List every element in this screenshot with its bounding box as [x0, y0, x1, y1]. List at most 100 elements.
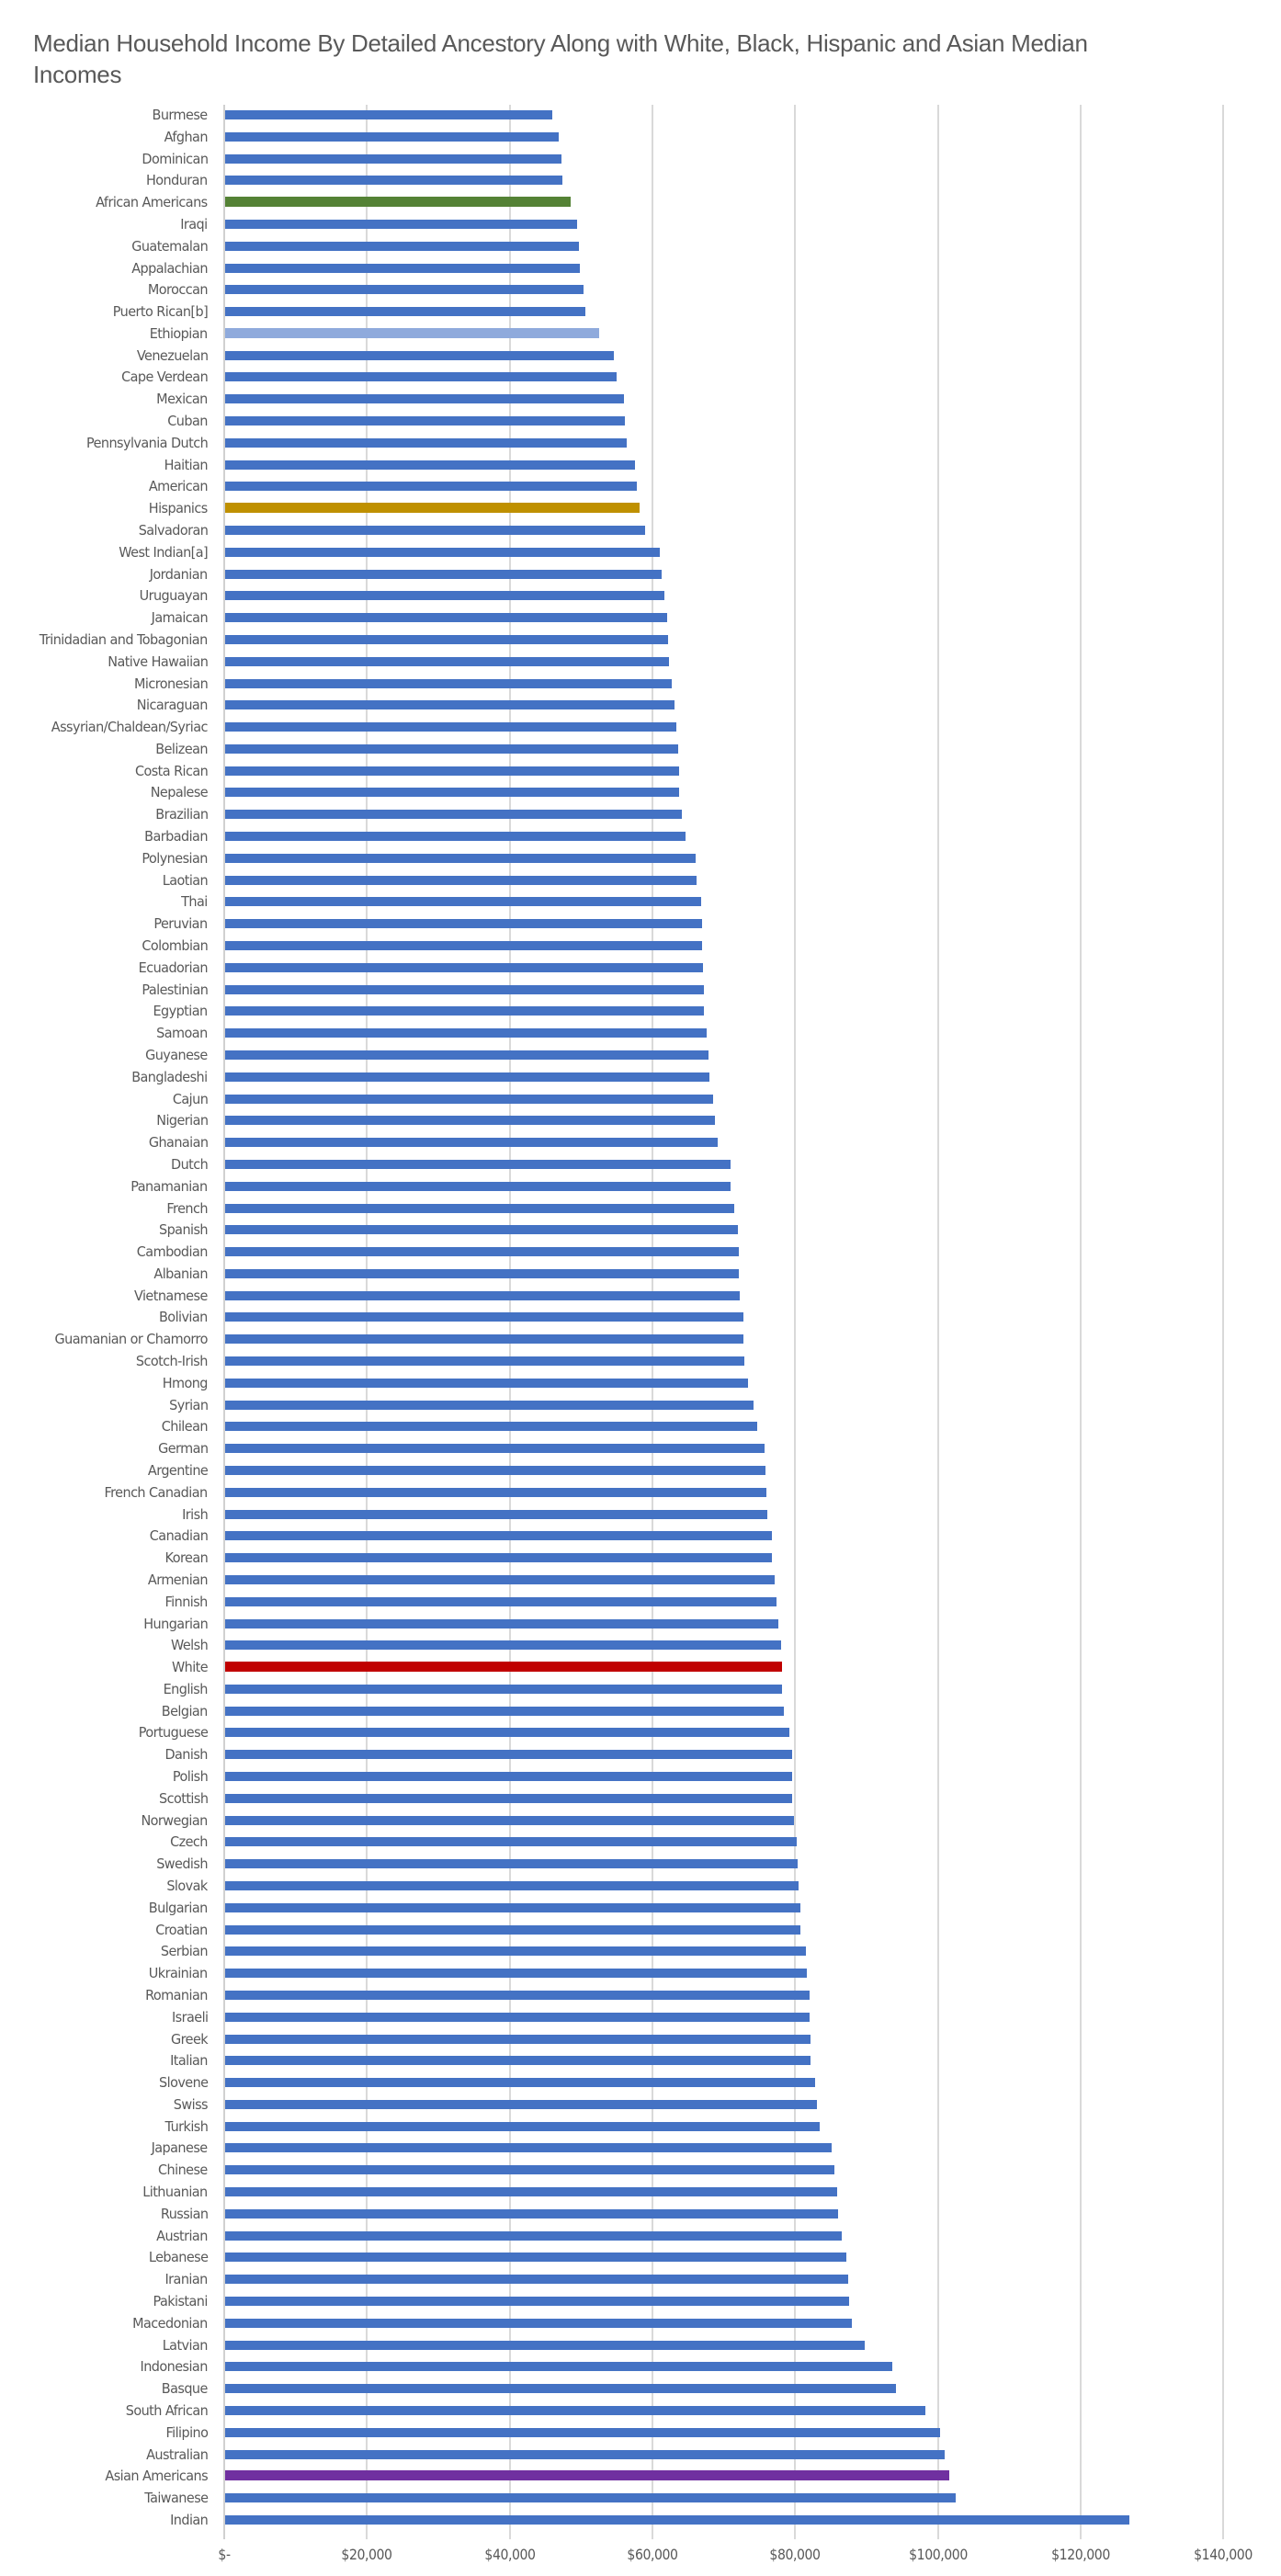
category-label: South African	[125, 2401, 209, 2419]
bar-row: Guyanese	[0, 1044, 1281, 1066]
bar-row: French	[0, 1197, 1281, 1220]
bar	[225, 2427, 940, 2437]
category-label: Guatemalan	[131, 237, 209, 255]
category-label: Canadian	[149, 1527, 208, 1545]
bar-row: Brazilian	[0, 803, 1281, 825]
bar-row: Assyrian/Chaldean/Syriac	[0, 716, 1281, 738]
category-label: Finnish	[164, 1593, 209, 1610]
category-label: Jamaican	[151, 609, 209, 627]
bar-row: Puerto Rican[b]	[0, 301, 1281, 323]
bar-row: American	[0, 475, 1281, 497]
category-label: Portuguese	[138, 1724, 208, 1742]
bar-row: Austrian	[0, 2225, 1281, 2247]
bar-row: English	[0, 1678, 1281, 1700]
bar	[225, 1553, 772, 1563]
category-label: Korean	[164, 1549, 208, 1567]
bar-row: Japanese	[0, 2137, 1281, 2159]
bar-row: White	[0, 1656, 1281, 1678]
bar-row: Chilean	[0, 1415, 1281, 1437]
category-label: Palestinian	[142, 981, 208, 998]
bar-row: Micronesian	[0, 673, 1281, 695]
bar-row: Lebanese	[0, 2246, 1281, 2268]
category-label: West Indian[a]	[119, 543, 208, 561]
bar-row: Iranian	[0, 2268, 1281, 2290]
gridline	[651, 105, 653, 2539]
x-axis-tick-label: $60,000	[627, 2546, 678, 2563]
category-label: Samoan	[156, 1025, 209, 1042]
bar-row: Greek	[0, 2028, 1281, 2050]
bar-row: Ghanaian	[0, 1131, 1281, 1153]
bar-row: Cambodian	[0, 1241, 1281, 1263]
bar	[225, 2362, 892, 2372]
bar	[225, 1400, 754, 1410]
bar	[225, 722, 676, 732]
bar-row: Italian	[0, 2049, 1281, 2071]
bar	[225, 1006, 704, 1016]
bar-row: Vietnamese	[0, 1285, 1281, 1307]
bar	[225, 2143, 832, 2153]
bar-row: Swiss	[0, 2094, 1281, 2116]
bar-row: Guatemalan	[0, 235, 1281, 257]
bar-row: Taiwanese	[0, 2487, 1281, 2509]
bar-row: Argentine	[0, 1459, 1281, 1481]
bar	[225, 1531, 772, 1541]
highlighted-bar	[225, 327, 599, 338]
category-label: Nepalese	[150, 784, 209, 801]
category-label: Israeli	[171, 2008, 209, 2026]
bar	[225, 1247, 739, 1257]
bar	[225, 1050, 709, 1060]
category-label: Indian	[169, 2511, 209, 2528]
bar-row: Moroccan	[0, 278, 1281, 301]
bar-row: Irish	[0, 1504, 1281, 1526]
bar-row: Norwegian	[0, 1810, 1281, 1832]
bar	[225, 1837, 797, 1847]
bar-row: Israeli	[0, 2006, 1281, 2028]
bar	[225, 743, 678, 754]
category-label: Cape Verdean	[120, 369, 209, 386]
bar	[225, 2297, 849, 2306]
category-label: Lithuanian	[142, 2184, 209, 2201]
bar	[225, 482, 637, 492]
category-label: Haitian	[164, 456, 209, 473]
bar	[225, 2208, 838, 2219]
gridline	[1079, 105, 1082, 2539]
bar	[225, 1378, 748, 1388]
bar-row: Bolivian	[0, 1306, 1281, 1328]
category-label: Pennsylvania Dutch	[85, 434, 209, 451]
bar-row: French Canadian	[0, 1481, 1281, 1504]
category-label: Japanese	[151, 2139, 209, 2157]
bar-row: Ukrainian	[0, 1962, 1281, 1984]
category-label: Austrian	[156, 2227, 208, 2244]
bar-row: African Americans	[0, 191, 1281, 213]
bar	[225, 634, 668, 644]
bar-row: Belgian	[0, 1700, 1281, 1722]
bar	[225, 372, 617, 382]
bar-row: Spanish	[0, 1219, 1281, 1241]
category-label: Costa Rican	[134, 762, 209, 779]
category-label: Guamanian or Chamorro	[54, 1331, 209, 1348]
category-label: Guyanese	[145, 1046, 208, 1063]
bar-row: Hungarian	[0, 1613, 1281, 1635]
bar-row: Belizean	[0, 738, 1281, 760]
bar	[225, 1859, 798, 1869]
category-label: Indonesian	[140, 2358, 209, 2376]
bar	[225, 2340, 865, 2350]
category-label: Pakistani	[153, 2293, 209, 2309]
bar	[225, 1574, 775, 1584]
gridline	[508, 105, 511, 2539]
bar	[225, 766, 679, 776]
bar-row: Ethiopian	[0, 323, 1281, 345]
category-label: Macedonian	[132, 2314, 208, 2332]
category-label: Iraqi	[180, 215, 209, 233]
category-label: Norwegian	[141, 1811, 209, 1829]
category-label: Polish	[172, 1768, 209, 1786]
category-label: French Canadian	[104, 1483, 209, 1501]
category-label: Scottish	[158, 1789, 209, 1807]
bar-row: Egyptian	[0, 1000, 1281, 1022]
bar-row: Romanian	[0, 1984, 1281, 2006]
bar	[225, 2230, 842, 2241]
bar	[225, 1640, 781, 1651]
bar-row: Welsh	[0, 1634, 1281, 1656]
gridline	[794, 105, 797, 2539]
bar-row: Syrian	[0, 1394, 1281, 1416]
